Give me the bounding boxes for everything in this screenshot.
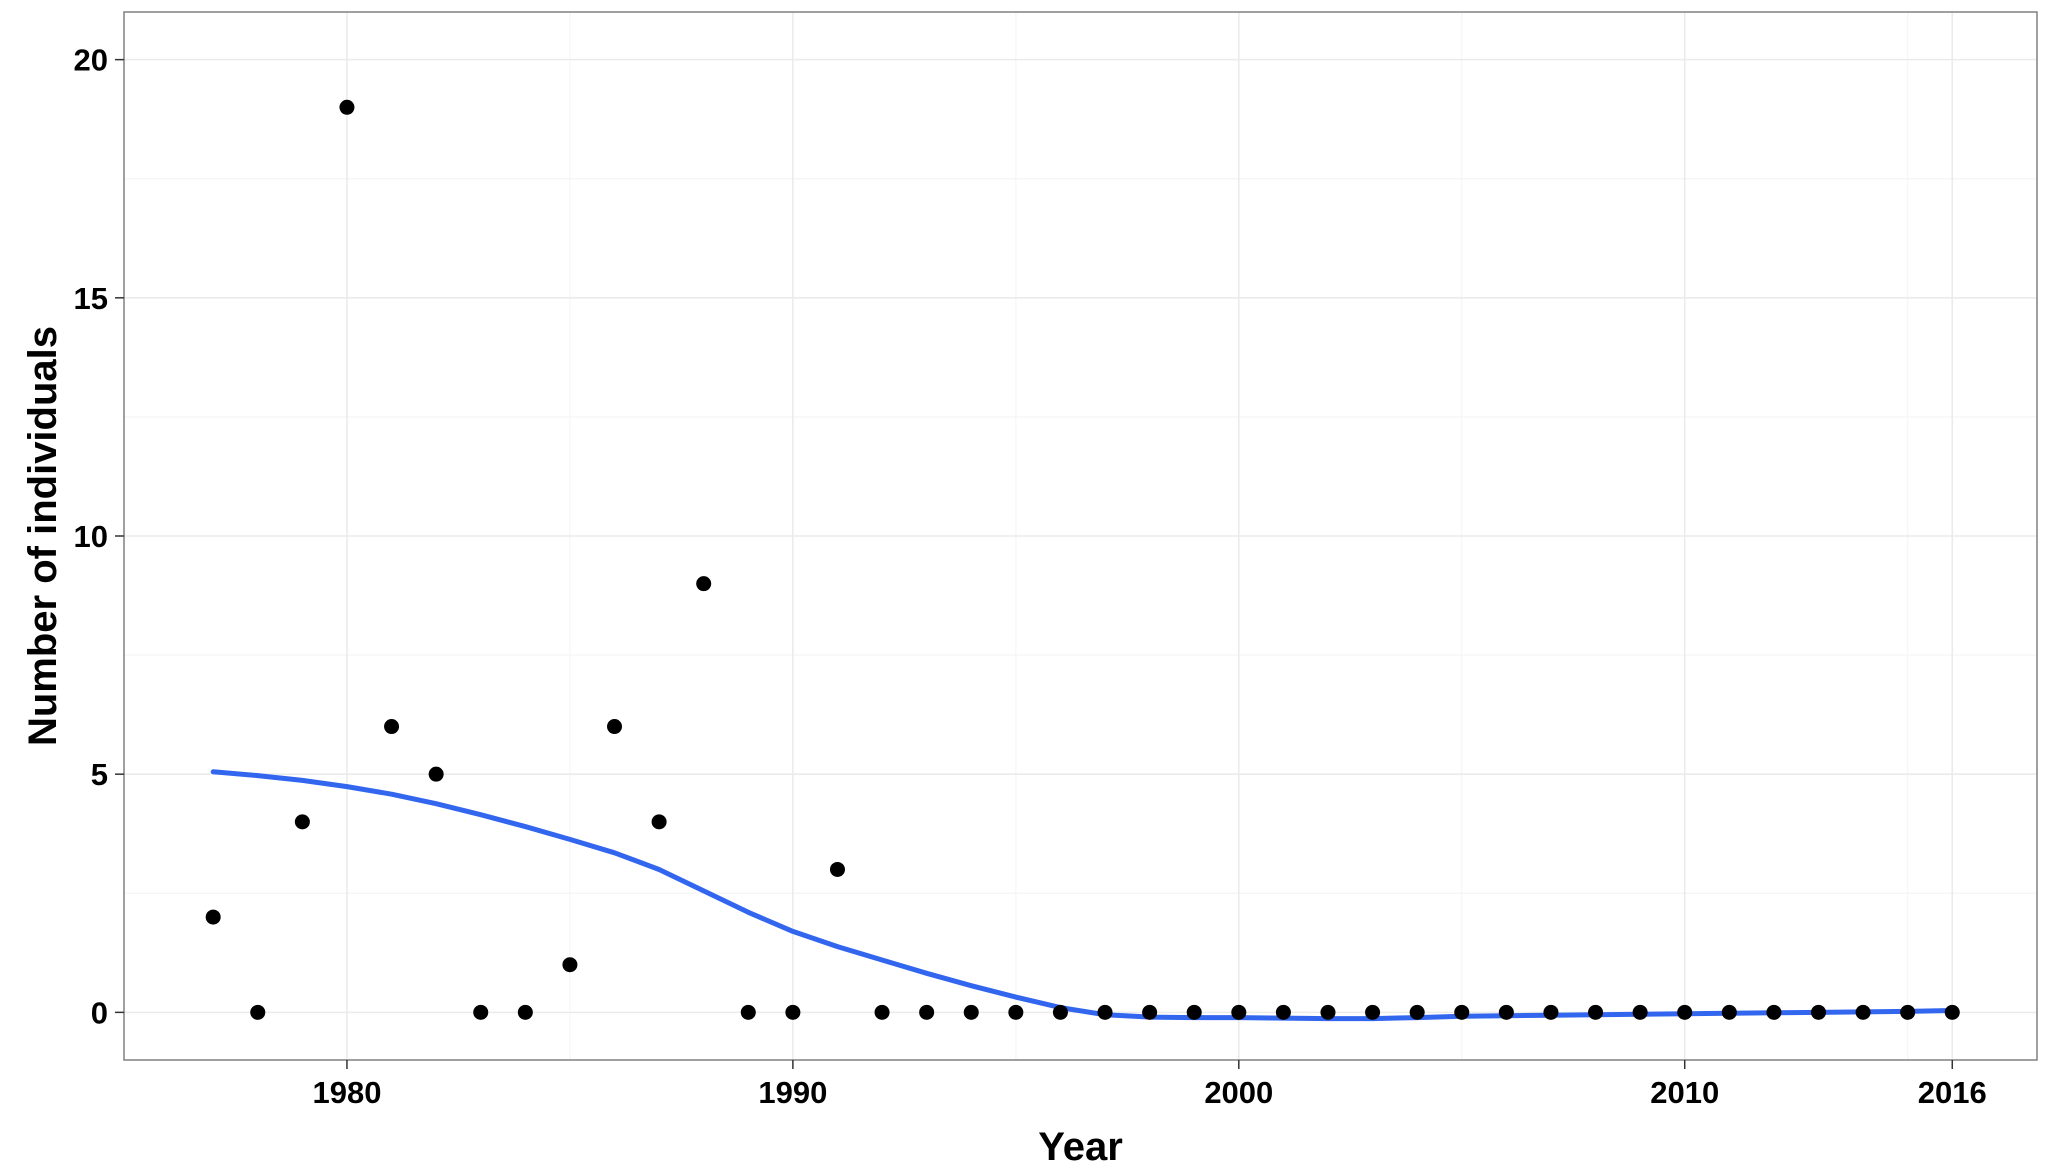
data-point	[1320, 1004, 1336, 1020]
x-tick-label: 2016	[1918, 1075, 1987, 1110]
y-axis-title: Number of individuals	[21, 326, 65, 746]
data-point	[651, 814, 667, 830]
data-point	[1231, 1004, 1247, 1020]
data-point	[339, 99, 355, 115]
data-point	[1721, 1004, 1737, 1020]
y-tick-label: 0	[91, 995, 108, 1030]
data-point	[473, 1004, 489, 1020]
data-point	[294, 814, 310, 830]
x-axis-tick-labels: 1980 1990 2000 2010 2016	[312, 1075, 1986, 1110]
data-point	[1142, 1004, 1158, 1020]
data-point	[1944, 1004, 1960, 1020]
x-tick-label: 1980	[312, 1075, 381, 1110]
axis-ticks	[115, 58, 1954, 1069]
data-point	[607, 719, 623, 735]
data-point	[205, 909, 221, 925]
data-point	[696, 576, 712, 592]
data-point	[874, 1004, 890, 1020]
data-point	[384, 719, 400, 735]
data-points	[205, 99, 1960, 1020]
major-grid	[124, 12, 2037, 1060]
data-point	[250, 1004, 266, 1020]
x-tick-label: 2000	[1204, 1075, 1273, 1110]
smooth-trend-line	[210, 769, 1955, 1022]
y-tick-label: 10	[74, 519, 108, 554]
data-point	[1632, 1004, 1648, 1020]
data-point	[1810, 1004, 1826, 1020]
minor-grid	[124, 12, 2037, 1060]
y-tick-label: 5	[91, 757, 108, 792]
x-tick-label: 2010	[1650, 1075, 1719, 1110]
data-point	[428, 766, 444, 782]
data-point	[1498, 1004, 1514, 1020]
y-axis-tick-labels: 0 5 10 15 20	[74, 43, 108, 1031]
data-point	[517, 1004, 533, 1020]
data-point	[1766, 1004, 1782, 1020]
data-point	[785, 1004, 801, 1020]
data-point	[1365, 1004, 1381, 1020]
data-point	[1588, 1004, 1604, 1020]
data-point	[963, 1004, 979, 1020]
data-point	[740, 1004, 756, 1020]
data-point	[1677, 1004, 1693, 1020]
data-point	[1855, 1004, 1871, 1020]
data-point	[1543, 1004, 1559, 1020]
x-tick-label: 1990	[758, 1075, 827, 1110]
data-point	[919, 1004, 935, 1020]
x-axis-title: Year	[1038, 1125, 1123, 1169]
data-point	[829, 861, 845, 877]
data-point	[1097, 1004, 1113, 1020]
data-point	[562, 957, 578, 973]
data-point	[1900, 1004, 1916, 1020]
data-point	[1454, 1004, 1470, 1020]
y-tick-label: 15	[74, 281, 108, 316]
data-point	[1052, 1004, 1068, 1020]
data-point	[1008, 1004, 1024, 1020]
y-tick-label: 20	[74, 43, 108, 78]
data-point	[1275, 1004, 1291, 1020]
data-point	[1186, 1004, 1202, 1020]
data-point	[1409, 1004, 1425, 1020]
